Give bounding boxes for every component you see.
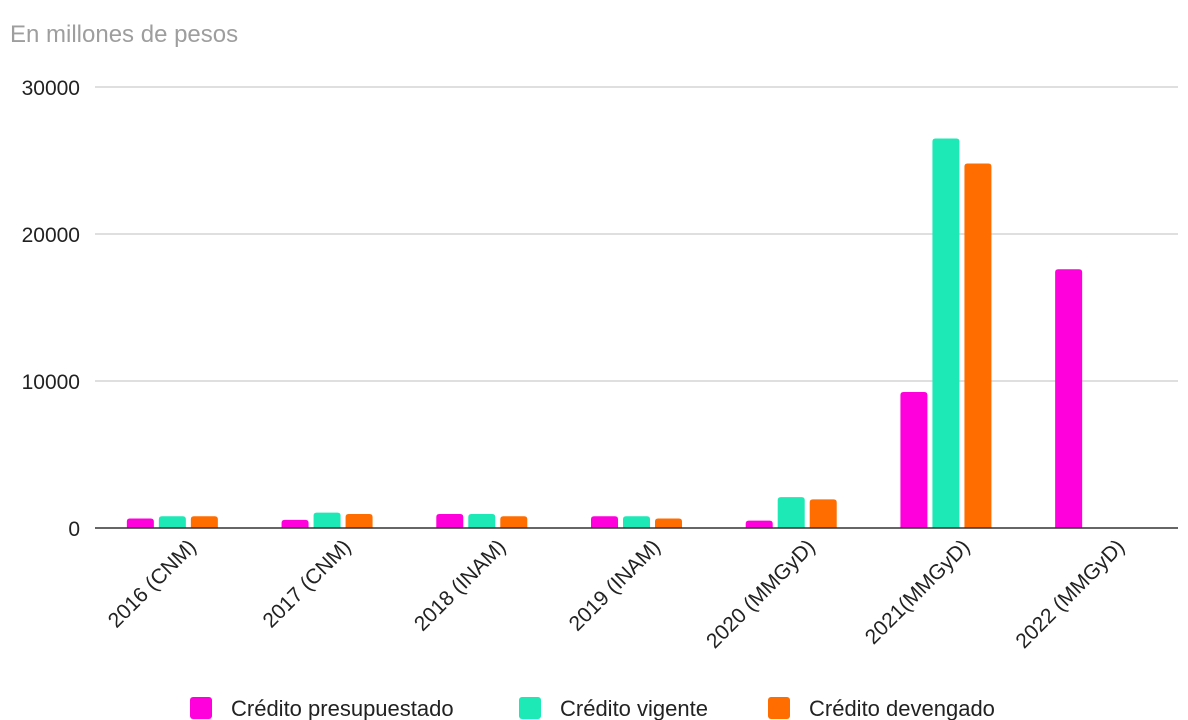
- bar: [281, 519, 309, 528]
- bar: [468, 514, 496, 528]
- bars: [126, 138, 1083, 528]
- bar: [591, 516, 618, 528]
- bar: [500, 516, 528, 528]
- bar: [809, 499, 837, 528]
- x-tick-label: 2019 (INAM): [565, 535, 665, 635]
- legend-label: Crédito devengado: [809, 696, 995, 720]
- legend-label: Crédito vigente: [560, 696, 708, 720]
- y-tick-label: 20000: [22, 224, 80, 247]
- gridlines: [95, 86, 1178, 382]
- bar: [777, 497, 805, 528]
- bar: [126, 518, 154, 528]
- legend-swatch: [768, 697, 790, 719]
- legend-swatch: [190, 697, 212, 719]
- x-tick-label: 2018 (INAM): [410, 535, 510, 635]
- x-tick-label: 2020 (MMGyD): [702, 535, 820, 653]
- x-tick-label: 2016 (CNM): [104, 535, 201, 632]
- bar: [745, 520, 773, 528]
- y-axis-label: En millones de pesos: [10, 21, 238, 48]
- legend-label: Crédito presupuestado: [231, 696, 454, 720]
- y-axis-ticks: 0 10000 20000 30000: [22, 77, 80, 541]
- y-tick-label: 10000: [22, 371, 80, 394]
- x-tick-label: 2021(MMGyD): [861, 535, 975, 649]
- bar: [436, 514, 464, 528]
- bar: [900, 392, 928, 528]
- bar: [964, 163, 992, 528]
- legend: Crédito presupuestado Crédito vigente Créd…: [190, 696, 995, 720]
- bar: [313, 512, 341, 528]
- bar: [1055, 269, 1083, 528]
- x-tick-label: 2022 (MMGyD): [1011, 535, 1129, 653]
- x-tick-label: 2017 (CNM): [258, 535, 355, 632]
- bar: [655, 518, 682, 528]
- bar: [932, 138, 960, 528]
- bar: [158, 516, 186, 528]
- x-axis-ticks: 2016 (CNM) 2017 (CNM) 2018 (INAM) 2019 (INA…: [104, 535, 1129, 653]
- legend-swatch: [519, 697, 541, 719]
- bar: [190, 516, 218, 528]
- y-tick-label: 0: [68, 518, 80, 541]
- y-tick-label: 30000: [22, 77, 80, 100]
- bar: [623, 516, 650, 528]
- bar: [345, 514, 373, 528]
